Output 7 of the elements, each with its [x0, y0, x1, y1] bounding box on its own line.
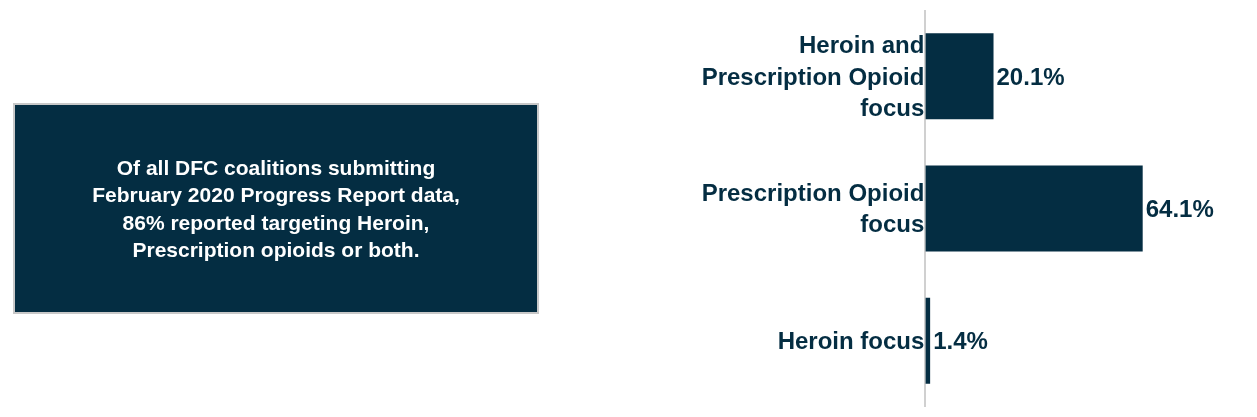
data-label: 1.4% — [933, 327, 988, 355]
data-label: 20.1% — [996, 62, 1065, 90]
text: Of all DFC coalitions submitting February 2020 Progress Report data, 86% reported targeting Heroin, Prescription opioids or both. — [92, 156, 460, 261]
data-label: 64.1% — [1145, 195, 1214, 222]
y-tick-label: Prescription Opioid focus — [701, 179, 925, 238]
y-tick-label: Heroin focus — [777, 327, 925, 355]
y-tick-label: Heroin and Prescription Opioid focus — [701, 31, 925, 121]
